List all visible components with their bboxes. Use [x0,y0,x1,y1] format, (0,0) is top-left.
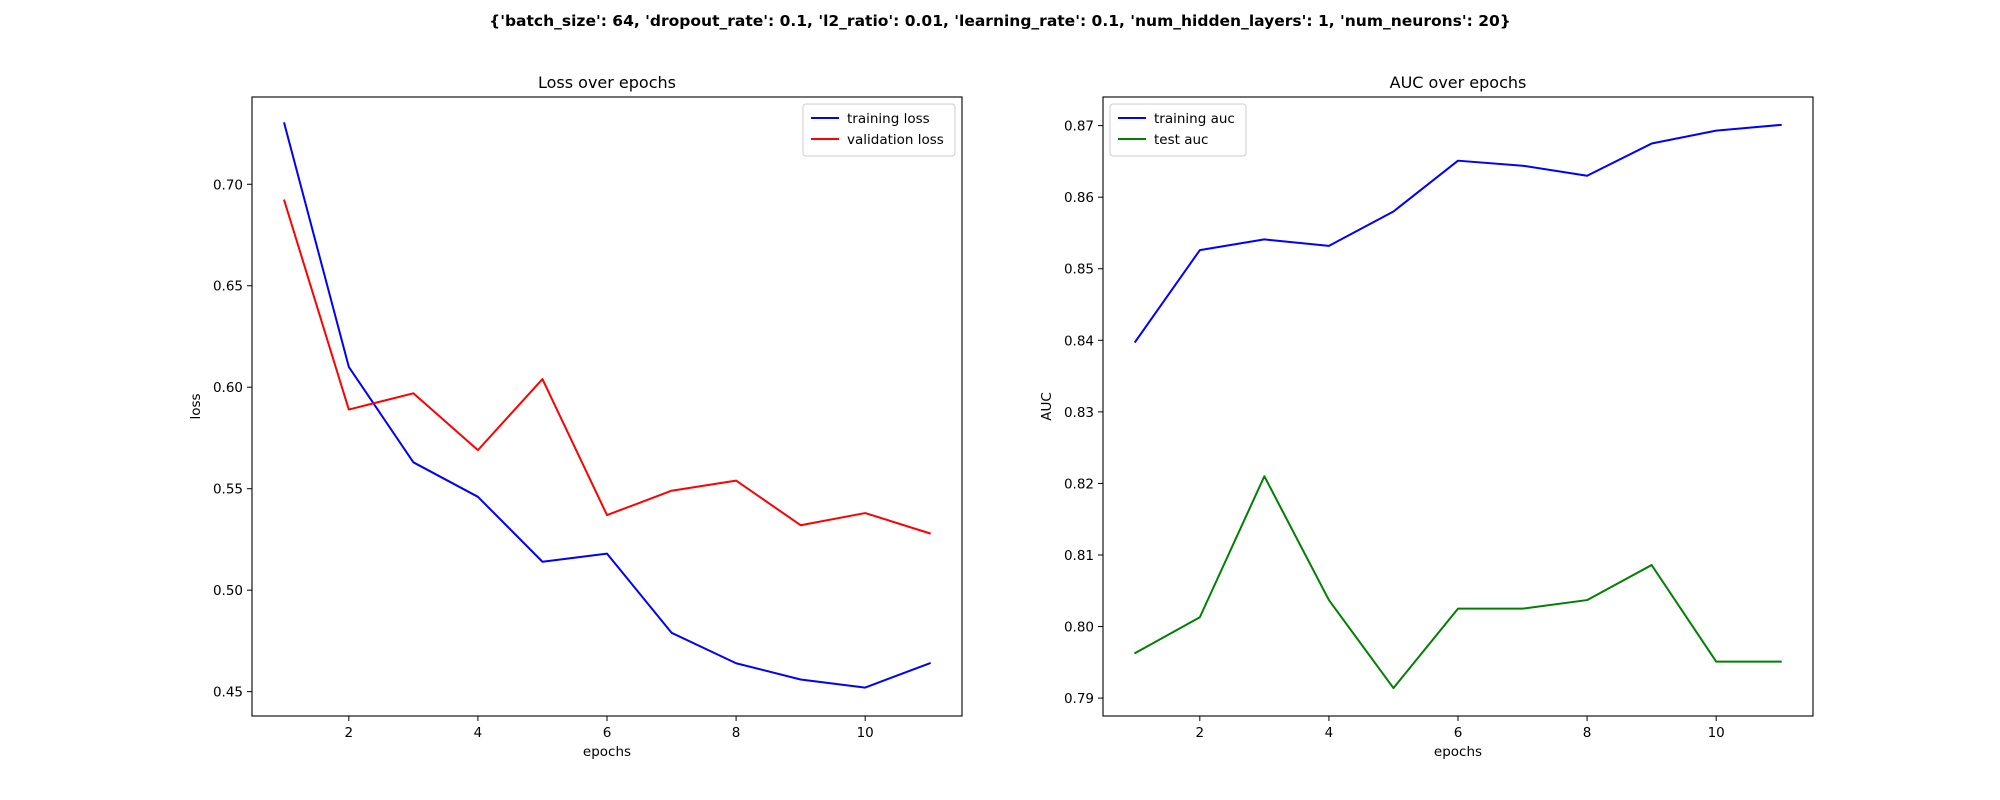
loss-series-line-validation-loss [283,199,931,535]
loss-x-tick-label: 10 [857,725,874,741]
auc-y-tick-label: 0.87 [1064,119,1094,135]
loss-x-axis-label: epochs [583,744,631,760]
auc-y-axis-label: AUC [1039,392,1055,421]
auc-legend-label: test auc [1154,132,1208,148]
auc-x-tick-label: 10 [1708,725,1725,741]
auc-plot-area [1103,97,1813,716]
loss-plot-area [252,97,962,716]
loss-x-tick-label: 2 [345,725,354,741]
auc-y-tick-label: 0.85 [1064,262,1094,278]
loss-series-line-training-loss [283,122,932,689]
auc-series-line-test-auc [1133,475,1782,690]
auc-legend-label: training auc [1154,111,1235,127]
auc-legend: training auc test auc [1109,103,1247,157]
auc-y-tick-label: 0.79 [1064,691,1094,707]
loss-chart: 2 4 6 8 10 0.45 0.50 0.55 0.60 0.65 0.70 Loss over … [188,73,963,760]
auc-y-tick-label: 0.80 [1064,620,1094,636]
loss-x-tick-label: 8 [732,725,741,741]
loss-y-tick-label: 0.65 [213,279,243,295]
auc-x-tick-label: 4 [1325,725,1334,741]
auc-x-tick-label: 6 [1454,725,1463,741]
auc-x-tick-label: 8 [1583,725,1592,741]
auc-chart: 2 4 6 8 10 0.79 0.80 0.81 0.82 0.83 0.84 0.85 0.86 0.… [1039,73,1814,760]
loss-y-tick-label: 0.55 [213,482,243,498]
auc-y-tick-label: 0.86 [1064,190,1094,206]
loss-y-axis-label: loss [188,393,204,419]
auc-y-tick-label: 0.84 [1064,333,1094,349]
loss-y-tick-label: 0.60 [213,380,243,396]
loss-y-tick-label: 0.50 [213,583,243,599]
loss-x-tick-label: 6 [603,725,612,741]
auc-y-tick-label: 0.83 [1064,405,1094,421]
auc-x-tick-label: 2 [1196,725,1205,741]
loss-legend: training loss validation loss [802,103,956,157]
loss-y-tick-label: 0.70 [213,177,243,193]
loss-chart-title: Loss over epochs [538,73,676,92]
loss-x-tick-label: 4 [474,725,483,741]
auc-x-axis-label: epochs [1434,744,1482,760]
auc-chart-title: AUC over epochs [1390,73,1527,92]
auc-series-line-training-auc [1133,123,1782,344]
figure-suptitle: {'batch_size': 64, 'dropout_rate': 0.1, … [489,12,1511,30]
loss-legend-label: training loss [847,111,930,127]
loss-legend-box [802,103,956,157]
loss-y-tick-label: 0.45 [213,685,243,701]
loss-legend-label: validation loss [847,132,944,148]
auc-y-tick-label: 0.82 [1064,476,1094,492]
auc-y-tick-label: 0.81 [1064,548,1094,564]
